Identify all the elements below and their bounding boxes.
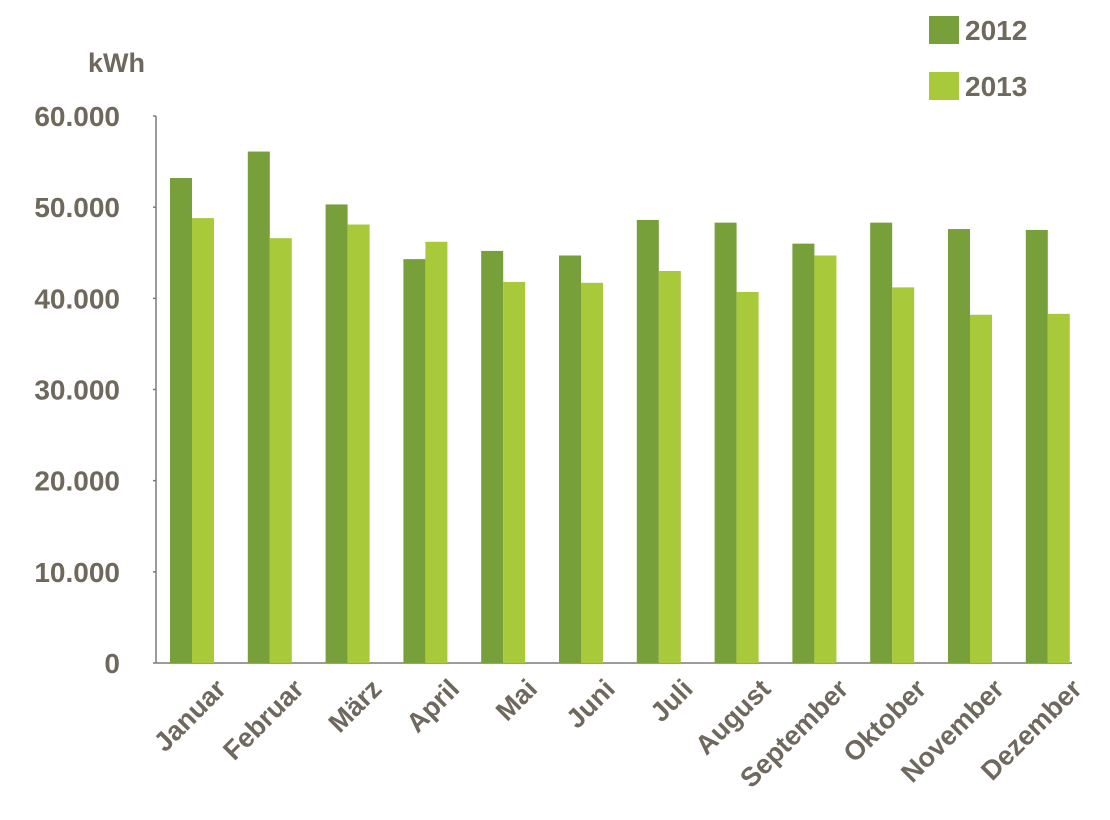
bar-2012-juli: [636, 219, 659, 663]
bar-2013-august: [736, 291, 759, 663]
bar-2013-april: [425, 241, 448, 663]
legend-swatch-2013: [929, 72, 959, 100]
bar-2012-november: [948, 229, 970, 663]
y-tick-label: 30.000: [34, 375, 120, 406]
bar-2013-januar: [192, 218, 214, 663]
bar-2012-april: [403, 259, 426, 663]
y-tick-label: 10.000: [34, 557, 120, 588]
bar-2012-mai: [481, 250, 504, 663]
bar-2013-juni: [581, 282, 603, 663]
bar-2013-november: [970, 314, 992, 663]
bar-2012-februar: [247, 151, 270, 663]
y-axis-title: kWh: [88, 48, 145, 78]
legend-label: 2013: [965, 71, 1027, 102]
bar-2013-juli: [658, 270, 681, 663]
bar-2012-september: [792, 243, 815, 663]
bar-2012-dezember: [1025, 229, 1048, 664]
y-axis: 0 10.000 20.000 30.000 40.000 50.000 60.000: [34, 101, 157, 679]
y-tick-label: 50.000: [34, 192, 120, 223]
y-tick-label: 60.000: [34, 101, 120, 132]
x-tick-label: Februar: [217, 673, 310, 766]
x-tick-label: Juli: [645, 674, 699, 728]
bar-2013-september: [814, 255, 837, 664]
bar-2012-juni: [559, 255, 581, 664]
legend-swatch-2012: [929, 16, 959, 44]
x-tick-label: April: [401, 674, 466, 739]
y-tick-label: 20.000: [34, 466, 120, 497]
bar-2012-oktober: [870, 222, 893, 664]
bar-2013-dezember: [1047, 313, 1070, 663]
bar-2013-oktober: [892, 287, 915, 663]
bars: [170, 151, 1070, 664]
x-tick-label: März: [323, 674, 388, 739]
bar-2013-februar: [269, 238, 292, 663]
x-tick-label: Mai: [490, 674, 543, 727]
bar-2012-august: [714, 222, 737, 664]
y-tick-label: 0: [104, 648, 120, 679]
bar-2012-märz: [325, 204, 348, 663]
bar-2012-januar: [170, 177, 192, 663]
x-tick-label: Juni: [560, 674, 620, 734]
bar-2013-märz: [347, 224, 370, 663]
legend: 2012 2013: [929, 15, 1027, 102]
bar-2013-mai: [503, 281, 526, 663]
legend-label: 2012: [965, 15, 1027, 46]
y-tick-label: 40.000: [34, 283, 120, 314]
